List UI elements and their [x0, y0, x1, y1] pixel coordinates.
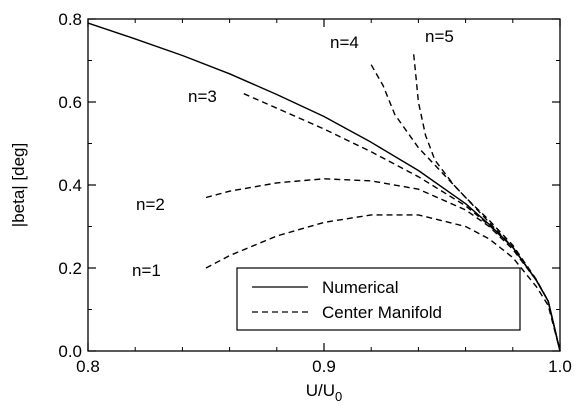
x-axis-label-sub: 0 [335, 389, 342, 404]
legend-label-numerical: Numerical [322, 278, 399, 297]
series-center-manifold-n=5 [413, 54, 561, 352]
x-tick-label: 1.0 [548, 357, 572, 376]
series-layer [87, 22, 561, 352]
y-tick-label: 0.0 [58, 342, 82, 361]
x-tick-label: 0.8 [76, 357, 100, 376]
x-axis-label-main: U/U [306, 381, 335, 400]
y-tick-label: 0.2 [58, 259, 82, 278]
annotation-n4: n=4 [330, 33, 359, 52]
annotation-n1: n=1 [132, 261, 161, 280]
legend-box [236, 267, 521, 331]
legend: Numerical Center Manifold [236, 267, 521, 331]
y-tick-label: 0.6 [58, 93, 82, 112]
y-tick-label: 0.4 [58, 176, 82, 195]
axis-ticks [87, 18, 561, 352]
legend-label-center-manifold: Center Manifold [322, 303, 442, 322]
x-axis-label: U/U0 [306, 381, 343, 404]
annotation-n5: n=5 [425, 27, 454, 46]
tick-labels: 0.8 0.9 1.0 0.0 0.2 0.4 0.6 0.8 [58, 10, 571, 376]
annotation-n3: n=3 [188, 87, 217, 106]
y-tick-label: 0.8 [58, 10, 82, 29]
annotation-n2: n=2 [136, 195, 165, 214]
y-axis-label: |beta| [deg] [9, 143, 28, 227]
x-tick-label: 0.9 [312, 357, 336, 376]
